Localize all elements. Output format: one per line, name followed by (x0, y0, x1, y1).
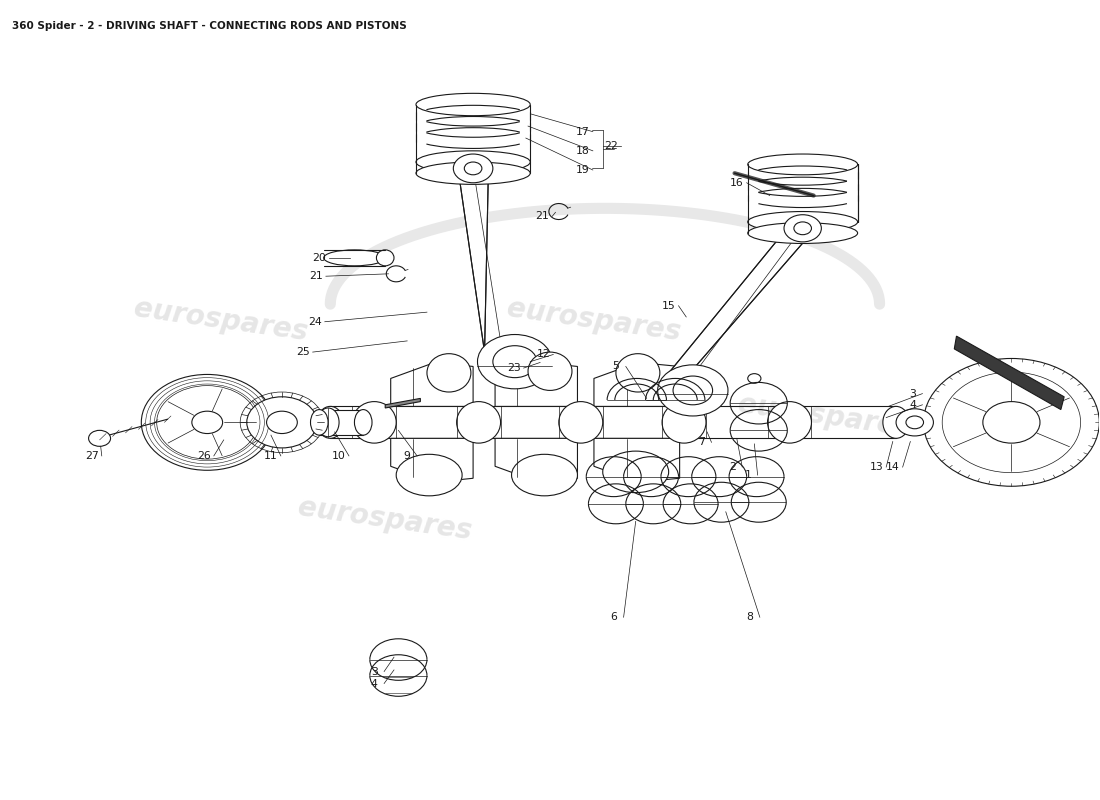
Text: 14: 14 (886, 462, 900, 472)
Polygon shape (385, 398, 420, 408)
Ellipse shape (416, 162, 530, 184)
Ellipse shape (528, 352, 572, 390)
Text: 2: 2 (729, 462, 736, 472)
Polygon shape (664, 226, 817, 402)
Circle shape (493, 346, 537, 378)
Circle shape (246, 397, 317, 448)
Polygon shape (458, 167, 488, 374)
Circle shape (156, 386, 257, 459)
Text: eurospares: eurospares (736, 390, 913, 442)
Polygon shape (955, 336, 1064, 410)
Text: 4: 4 (371, 678, 377, 689)
Text: 18: 18 (576, 146, 590, 156)
Text: 6: 6 (610, 612, 617, 622)
Text: 22: 22 (605, 141, 618, 151)
Ellipse shape (616, 354, 660, 392)
Ellipse shape (416, 94, 530, 116)
Circle shape (983, 402, 1040, 443)
Text: eurospares: eurospares (505, 294, 683, 346)
Ellipse shape (317, 406, 343, 438)
Text: eurospares: eurospares (296, 494, 474, 546)
Ellipse shape (396, 454, 462, 496)
Text: 16: 16 (730, 178, 744, 188)
Ellipse shape (603, 451, 669, 493)
Circle shape (89, 430, 111, 446)
Text: 3: 3 (909, 389, 916, 398)
Polygon shape (390, 438, 473, 482)
Ellipse shape (559, 402, 603, 443)
Ellipse shape (376, 250, 394, 266)
Circle shape (896, 409, 934, 436)
Circle shape (266, 411, 297, 434)
Polygon shape (594, 362, 680, 406)
Text: 12: 12 (537, 350, 550, 359)
Text: 360 Spider - 2 - DRIVING SHAFT - CONNECTING RODS AND PISTONS: 360 Spider - 2 - DRIVING SHAFT - CONNECT… (12, 21, 406, 30)
Text: 21: 21 (309, 271, 323, 282)
Circle shape (477, 334, 552, 389)
Circle shape (673, 376, 713, 405)
Circle shape (658, 365, 728, 416)
Text: eurospares: eurospares (132, 294, 309, 346)
Ellipse shape (310, 410, 328, 435)
Polygon shape (495, 438, 578, 482)
Ellipse shape (748, 154, 858, 174)
Text: 9: 9 (404, 451, 410, 461)
Circle shape (191, 411, 222, 434)
Text: 11: 11 (264, 451, 278, 461)
Text: 8: 8 (747, 612, 754, 622)
Text: 13: 13 (869, 462, 883, 472)
Ellipse shape (352, 402, 396, 443)
Ellipse shape (354, 410, 372, 435)
Bar (319, 410, 363, 435)
Circle shape (924, 358, 1099, 486)
Text: 7: 7 (698, 438, 705, 447)
Text: 3: 3 (371, 666, 377, 677)
Ellipse shape (512, 454, 578, 496)
Ellipse shape (456, 402, 501, 443)
Polygon shape (390, 362, 473, 406)
Ellipse shape (427, 354, 471, 392)
Text: 27: 27 (85, 451, 99, 461)
Circle shape (784, 214, 822, 242)
Ellipse shape (748, 222, 858, 243)
Text: 20: 20 (312, 253, 327, 263)
Circle shape (141, 374, 273, 470)
Text: 21: 21 (536, 211, 549, 222)
Polygon shape (495, 362, 578, 406)
Text: 17: 17 (576, 126, 590, 137)
Text: 1: 1 (745, 470, 751, 480)
Polygon shape (594, 438, 680, 482)
Text: 4: 4 (909, 400, 916, 410)
Text: 5: 5 (613, 362, 619, 371)
Circle shape (794, 222, 812, 234)
Text: 23: 23 (507, 363, 520, 373)
Ellipse shape (883, 406, 910, 438)
Text: 10: 10 (332, 451, 346, 461)
Text: 26: 26 (197, 451, 211, 461)
Ellipse shape (748, 211, 858, 232)
Circle shape (464, 162, 482, 174)
Text: 25: 25 (296, 347, 310, 357)
Ellipse shape (317, 408, 339, 437)
Ellipse shape (323, 250, 385, 266)
Text: 24: 24 (308, 317, 322, 326)
Text: 19: 19 (576, 165, 590, 175)
Circle shape (748, 374, 761, 383)
Circle shape (906, 416, 924, 429)
Circle shape (453, 154, 493, 182)
Ellipse shape (416, 151, 530, 173)
Ellipse shape (662, 402, 706, 443)
Text: 15: 15 (662, 301, 675, 310)
Ellipse shape (768, 402, 812, 443)
